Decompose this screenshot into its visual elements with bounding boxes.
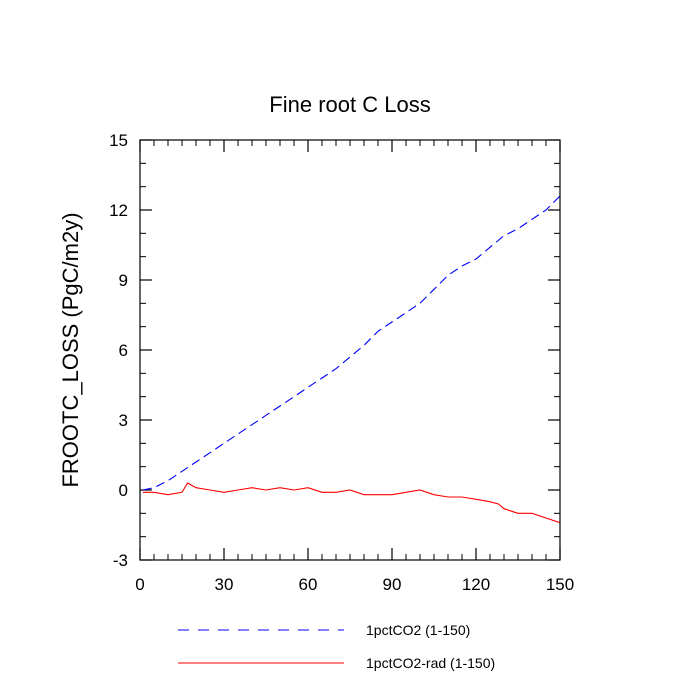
x-tick-label: 30 xyxy=(215,575,234,594)
y-tick-label: 15 xyxy=(109,131,128,150)
y-tick-label: 9 xyxy=(119,271,128,290)
data-series xyxy=(142,195,561,524)
chart-title: Fine root C Loss xyxy=(269,92,430,117)
series-line-1 xyxy=(142,195,561,491)
series-line-2 xyxy=(142,482,561,524)
y-axis-label: FROOTC_LOSS (PgC/m2y) xyxy=(58,212,83,487)
legend-label-1: 1pctCO2 (1-150) xyxy=(366,622,470,638)
x-tick-label: 60 xyxy=(299,575,318,594)
y-tick-label: 6 xyxy=(119,341,128,360)
y-tick-label: 3 xyxy=(119,411,128,430)
y-tick-label: 12 xyxy=(109,201,128,220)
x-tick-label: 120 xyxy=(462,575,490,594)
plot-frame xyxy=(139,139,561,561)
x-tick-label: 150 xyxy=(546,575,574,594)
x-tick-label: 0 xyxy=(135,575,144,594)
legend-label-2: 1pctCO2-rad (1-150) xyxy=(366,655,495,671)
legend: 1pctCO2 (1-150) 1pctCO2-rad (1-150) xyxy=(178,622,495,671)
x-tick-label: 90 xyxy=(383,575,402,594)
axis-ticks xyxy=(139,139,561,561)
y-tick-label: -3 xyxy=(113,551,128,570)
axis-tick-labels: 0 30 60 90 120 150 -3 0 3 6 9 12 15 xyxy=(109,131,574,594)
y-tick-label: 0 xyxy=(119,481,128,500)
